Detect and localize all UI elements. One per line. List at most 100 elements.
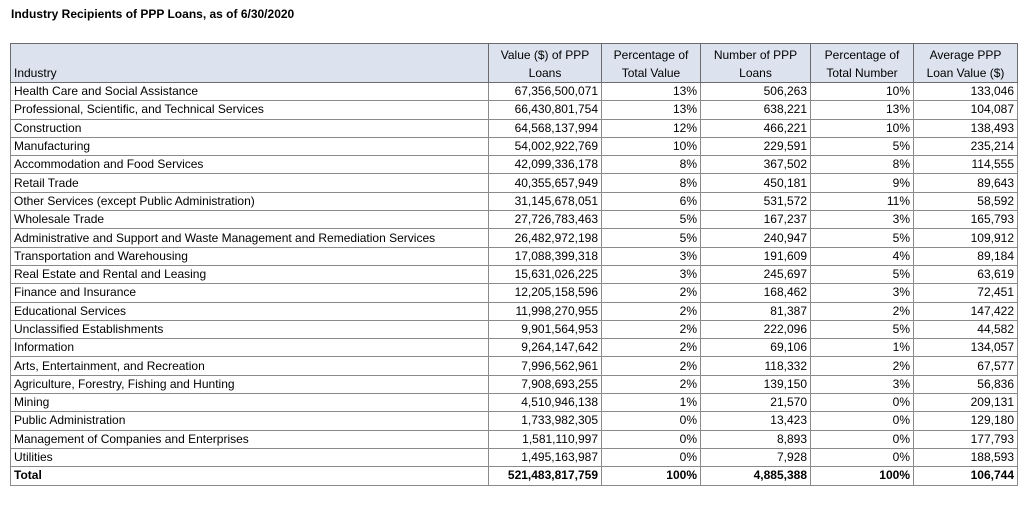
industry-cell: Information bbox=[10, 338, 489, 358]
industry-cell: Transportation and Warehousing bbox=[10, 246, 489, 266]
industry-cell: Finance and Insurance bbox=[10, 283, 489, 303]
value-cell: 450,181 bbox=[700, 173, 811, 193]
value-cell: 8% bbox=[810, 155, 914, 175]
total-label: Total bbox=[10, 466, 489, 486]
value-cell: 638,221 bbox=[700, 100, 811, 120]
value-cell: 64,568,137,994 bbox=[488, 118, 602, 138]
value-cell: 67,356,500,071 bbox=[488, 81, 602, 102]
value-cell: 2% bbox=[601, 356, 701, 376]
value-cell: 240,947 bbox=[700, 228, 811, 248]
value-cell: 8% bbox=[601, 173, 701, 193]
value-cell: 229,591 bbox=[700, 136, 811, 157]
industry-cell: Public Administration bbox=[10, 411, 489, 431]
value-cell: 13% bbox=[601, 81, 701, 102]
value-cell: 165,793 bbox=[913, 210, 1018, 230]
industry-cell: Construction bbox=[10, 118, 489, 138]
table-row: Health Care and Social Assistance 67,356,… bbox=[10, 81, 1018, 102]
industry-cell: Unclassified Establishments bbox=[10, 319, 489, 340]
value-cell: 11% bbox=[810, 191, 914, 212]
industry-cell: Utilities bbox=[10, 447, 489, 468]
table-row: Finance and Insurance 12,205,158,596 2% 168… bbox=[10, 283, 1018, 303]
value-cell: 7,908,693,255 bbox=[488, 374, 602, 395]
value-cell: 7,996,562,961 bbox=[488, 356, 602, 376]
value-cell: 13,423 bbox=[700, 411, 811, 431]
value-cell: 89,184 bbox=[913, 246, 1018, 266]
value-cell: 13% bbox=[601, 100, 701, 120]
value-cell: 63,619 bbox=[913, 264, 1018, 285]
value-cell: 191,609 bbox=[700, 246, 811, 266]
value-cell: 209,131 bbox=[913, 393, 1018, 413]
table-row: Educational Services 11,998,270,955 2% 81,3… bbox=[10, 301, 1018, 321]
value-cell: 506,263 bbox=[700, 81, 811, 102]
table-row: Utilities 1,495,163,987 0% 7,928 0% 188,593 bbox=[10, 447, 1018, 468]
table-row: Public Administration 1,733,982,305 0% 13,4… bbox=[10, 411, 1018, 431]
value-cell: 56,836 bbox=[913, 374, 1018, 395]
value-cell: 1% bbox=[601, 393, 701, 413]
value-cell: 5% bbox=[810, 228, 914, 248]
title: Industry Recipients of PPP Loans, as of … bbox=[11, 7, 295, 21]
column-header: Number of PPP Loans bbox=[700, 43, 811, 83]
value-cell: 12,205,158,596 bbox=[488, 283, 602, 303]
table-row: Accommodation and Food Services 42,099,33… bbox=[10, 155, 1018, 175]
industry-cell: Professional, Scientific, and Technical … bbox=[10, 100, 489, 120]
value-cell: 0% bbox=[810, 411, 914, 431]
industry-cell: Health Care and Social Assistance bbox=[10, 81, 489, 102]
value-cell: 133,046 bbox=[913, 81, 1018, 102]
table-row: Professional, Scientific, and Technical … bbox=[10, 100, 1018, 120]
value-cell: 3% bbox=[810, 283, 914, 303]
industry-cell: Retail Trade bbox=[10, 173, 489, 193]
value-cell: 168,462 bbox=[700, 283, 811, 303]
value-cell: 5% bbox=[601, 228, 701, 248]
value-cell: 10% bbox=[601, 136, 701, 157]
total-cell: 100% bbox=[601, 466, 701, 486]
value-cell: 1% bbox=[810, 338, 914, 358]
value-cell: 129,180 bbox=[913, 411, 1018, 431]
industry-cell: Agriculture, Forestry, Fishing and Hunti… bbox=[10, 374, 489, 395]
total-cell: 521,483,817,759 bbox=[488, 466, 602, 486]
table-row: Transportation and Warehousing 17,088,399… bbox=[10, 246, 1018, 266]
value-cell: 42,099,336,178 bbox=[488, 155, 602, 175]
value-cell: 40,355,657,949 bbox=[488, 173, 602, 193]
value-cell: 11,998,270,955 bbox=[488, 301, 602, 321]
value-cell: 245,697 bbox=[700, 264, 811, 285]
value-cell: 9,901,564,953 bbox=[488, 319, 602, 340]
value-cell: 114,555 bbox=[913, 155, 1018, 175]
value-cell: 8% bbox=[601, 155, 701, 175]
value-cell: 8,893 bbox=[700, 429, 811, 449]
industry-cell: Educational Services bbox=[10, 301, 489, 321]
total-cell: 106,744 bbox=[913, 466, 1018, 486]
value-cell: 466,221 bbox=[700, 118, 811, 138]
value-cell: 67,577 bbox=[913, 356, 1018, 376]
value-cell: 3% bbox=[601, 264, 701, 285]
table-head: Industry Value ($) of PPP Loans Percentage… bbox=[10, 43, 1018, 83]
value-cell: 2% bbox=[601, 301, 701, 321]
column-header: Percentage of Total Number bbox=[810, 43, 914, 83]
table-row: Unclassified Establishments 9,901,564,953… bbox=[10, 319, 1018, 340]
value-cell: 5% bbox=[810, 136, 914, 157]
column-header: Value ($) of PPP Loans bbox=[488, 43, 602, 83]
value-cell: 0% bbox=[810, 429, 914, 449]
value-cell: 367,502 bbox=[700, 155, 811, 175]
value-cell: 6% bbox=[601, 191, 701, 212]
industry-cell: Mining bbox=[10, 393, 489, 413]
value-cell: 167,237 bbox=[700, 210, 811, 230]
industry-cell: Accommodation and Food Services bbox=[10, 155, 489, 175]
industry-cell: Real Estate and Rental and Leasing bbox=[10, 264, 489, 285]
value-cell: 0% bbox=[601, 411, 701, 431]
table-row: Wholesale Trade 27,726,783,463 5% 167,237 3%… bbox=[10, 210, 1018, 230]
value-cell: 27,726,783,463 bbox=[488, 210, 602, 230]
value-cell: 9,264,147,642 bbox=[488, 338, 602, 358]
value-cell: 2% bbox=[601, 283, 701, 303]
table-body: Health Care and Social Assistance 67,356,… bbox=[10, 81, 1018, 486]
value-cell: 12% bbox=[601, 118, 701, 138]
column-header: Average PPP Loan Value ($) bbox=[913, 43, 1018, 83]
industry-cell: Manufacturing bbox=[10, 136, 489, 157]
table-row: Construction 64,568,137,994 12% 466,221 10% 1… bbox=[10, 118, 1018, 138]
value-cell: 109,912 bbox=[913, 228, 1018, 248]
value-cell: 26,482,972,198 bbox=[488, 228, 602, 248]
value-cell: 3% bbox=[601, 246, 701, 266]
table-row: Real Estate and Rental and Leasing 15,631… bbox=[10, 264, 1018, 285]
industry-cell: Arts, Entertainment, and Recreation bbox=[10, 356, 489, 376]
table-row: Mining 4,510,946,138 1% 21,570 0% 209,131 bbox=[10, 393, 1018, 413]
